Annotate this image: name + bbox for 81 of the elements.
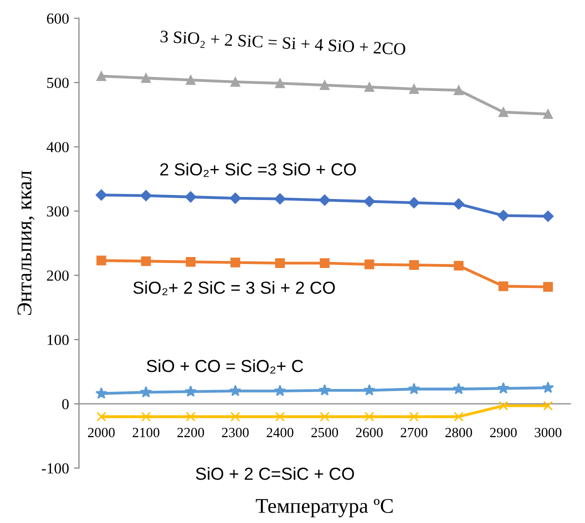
point — [96, 189, 107, 201]
x-tick-label: 2300 — [222, 428, 249, 438]
point — [498, 107, 508, 117]
point — [497, 382, 510, 394]
point — [498, 281, 508, 292]
point — [141, 412, 151, 422]
x-tick-label: 2800 — [445, 428, 472, 438]
point — [96, 256, 106, 266]
point — [320, 258, 330, 268]
point — [363, 384, 376, 396]
x-axis-title: Температура ºC — [256, 498, 393, 518]
x-tick-label: 2400 — [266, 428, 294, 438]
x-tick-label: 2000 — [88, 428, 115, 438]
point — [140, 190, 152, 202]
point — [364, 196, 375, 208]
y-tick-label: 600 — [46, 13, 69, 24]
point — [542, 210, 554, 222]
text: SiO + 2 C=SiC + CO — [196, 467, 354, 480]
x-tick-label: 2500 — [311, 428, 338, 438]
point — [229, 384, 242, 396]
point — [186, 256, 196, 267]
point — [184, 385, 197, 397]
point — [185, 191, 196, 203]
point — [409, 260, 419, 270]
y-tick-label: 200 — [47, 270, 69, 281]
point — [95, 387, 108, 399]
point — [364, 82, 374, 92]
point — [453, 198, 464, 210]
point — [96, 71, 106, 81]
point — [275, 258, 285, 268]
point — [230, 77, 240, 87]
series-label: 3 SiO₂ + 2 SiC = Si + 4 SiO + 2CO — [160, 30, 406, 58]
point — [186, 75, 196, 85]
y-tick-label: 100 — [48, 334, 69, 346]
series-label: SiO₂+ 2 SiC = 3 Si + 2 CO — [133, 281, 335, 296]
point — [409, 84, 419, 94]
x-tick-label: 2200 — [177, 428, 204, 438]
y-tick-label: -100 — [42, 463, 69, 474]
series-label: 2 SiO₂+ SiC =3 SiO + CO — [160, 162, 356, 177]
point — [409, 412, 419, 422]
point — [542, 382, 554, 393]
point — [543, 109, 553, 119]
point — [230, 258, 240, 268]
point — [454, 85, 464, 96]
x-tick-label: 2900 — [490, 428, 517, 438]
point — [230, 192, 241, 204]
point — [543, 400, 553, 411]
x-tick-label: 3000 — [534, 428, 562, 438]
point — [452, 382, 465, 394]
point — [454, 412, 464, 422]
y-axis-title: Энтальпия, ккал — [17, 170, 34, 315]
point — [274, 193, 286, 204]
x-tick-label: 2700 — [400, 428, 428, 438]
point — [454, 260, 464, 271]
point — [274, 384, 286, 396]
y-tick-label: 500 — [47, 78, 69, 88]
point — [543, 282, 553, 292]
point — [141, 256, 151, 266]
x-tick-label: 2600 — [356, 428, 383, 438]
point — [230, 412, 240, 422]
point — [186, 412, 196, 422]
y-tick-label: 300 — [47, 206, 69, 217]
point — [408, 197, 420, 208]
point — [275, 412, 285, 422]
point — [408, 382, 420, 394]
point — [498, 210, 509, 222]
x-tick-label: 2100 — [132, 428, 160, 438]
y-tick-label: 400 — [46, 142, 69, 152]
point — [318, 384, 331, 396]
point — [498, 400, 508, 411]
series-label: SiO + CO = SiO₂+ C — [146, 359, 304, 374]
point — [141, 73, 151, 83]
point — [320, 80, 330, 90]
point — [364, 412, 374, 422]
y-tick-label: 0 — [62, 398, 69, 410]
point — [319, 194, 330, 206]
point — [140, 386, 152, 398]
point — [275, 78, 285, 88]
point — [364, 260, 374, 270]
point — [320, 412, 330, 422]
point — [96, 412, 106, 422]
